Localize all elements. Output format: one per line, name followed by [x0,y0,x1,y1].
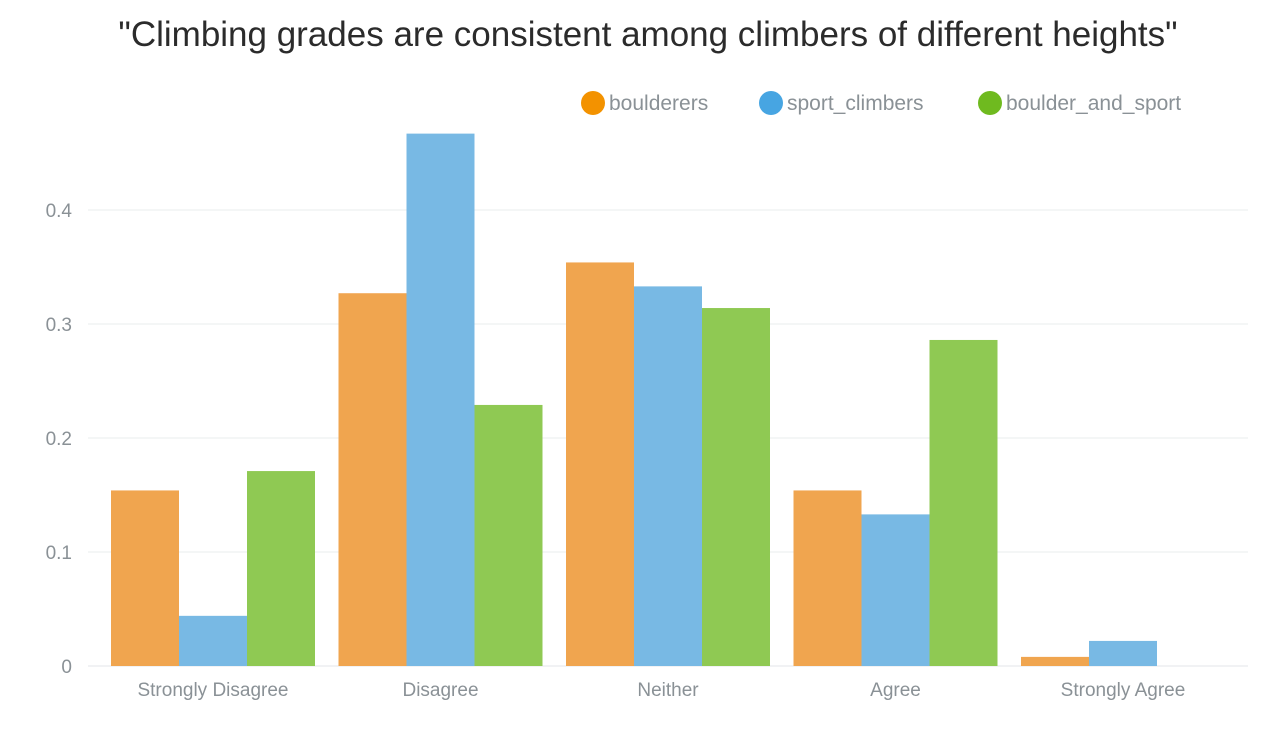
bar-boulder-and-sport[interactable] [247,471,315,666]
legend-swatch [978,91,1002,115]
y-tick-label: 0 [61,657,72,678]
bar-sport-climbers[interactable] [861,514,930,666]
legend-swatch [581,91,605,115]
y-tick-label: 0.1 [46,543,72,564]
chart-title: "Climbing grades are consistent among cl… [118,15,1177,54]
bar-boulderers[interactable] [793,490,862,666]
x-tick-label: Strongly Disagree [137,680,288,701]
y-tick-label: 0.2 [46,429,72,450]
bar-group [111,471,315,666]
y-tick-label: 0.4 [46,201,73,222]
legend-label: sport_climbers [787,92,924,115]
legend-item-boulderers[interactable]: boulderers [581,91,708,115]
legend: boulderers sport_climbers boulder_and_spor… [581,91,1181,115]
bar-boulder-and-sport[interactable] [929,339,998,666]
bar-sport-climbers[interactable] [406,133,475,666]
bars [111,133,1157,666]
bar-boulderers[interactable] [566,262,634,666]
y-tick-label: 0.3 [46,315,72,336]
bar-boulderers[interactable] [1021,656,1089,666]
legend-label: boulder_and_sport [1006,92,1181,115]
bar-group [566,262,770,666]
bar-group [1021,640,1157,666]
bar-sport-climbers[interactable] [179,615,247,666]
bar-boulderers[interactable] [338,293,407,666]
legend-item-boulder-and-sport[interactable]: boulder_and_sport [978,91,1181,115]
x-tick-label: Agree [870,680,921,701]
bar-boulder-and-sport[interactable] [702,308,770,666]
x-tick-label: Neither [637,680,699,701]
legend-swatch [759,91,783,115]
bar-sport-climbers[interactable] [634,286,702,666]
bar-boulderers[interactable] [111,490,179,666]
x-tick-label: Strongly Agree [1061,680,1186,701]
bar-group [793,339,998,666]
bar-boulder-and-sport[interactable] [474,404,543,666]
y-axis: 0 0.1 0.2 0.3 0.4 [46,201,73,678]
bar-group [338,133,543,666]
x-tick-label: Disagree [402,680,478,701]
bar-sport-climbers[interactable] [1089,640,1157,666]
legend-item-sport-climbers[interactable]: sport_climbers [759,91,924,115]
legend-label: boulderers [609,92,708,115]
x-axis: Strongly Disagree Disagree Neither Agree Str… [137,680,1185,701]
